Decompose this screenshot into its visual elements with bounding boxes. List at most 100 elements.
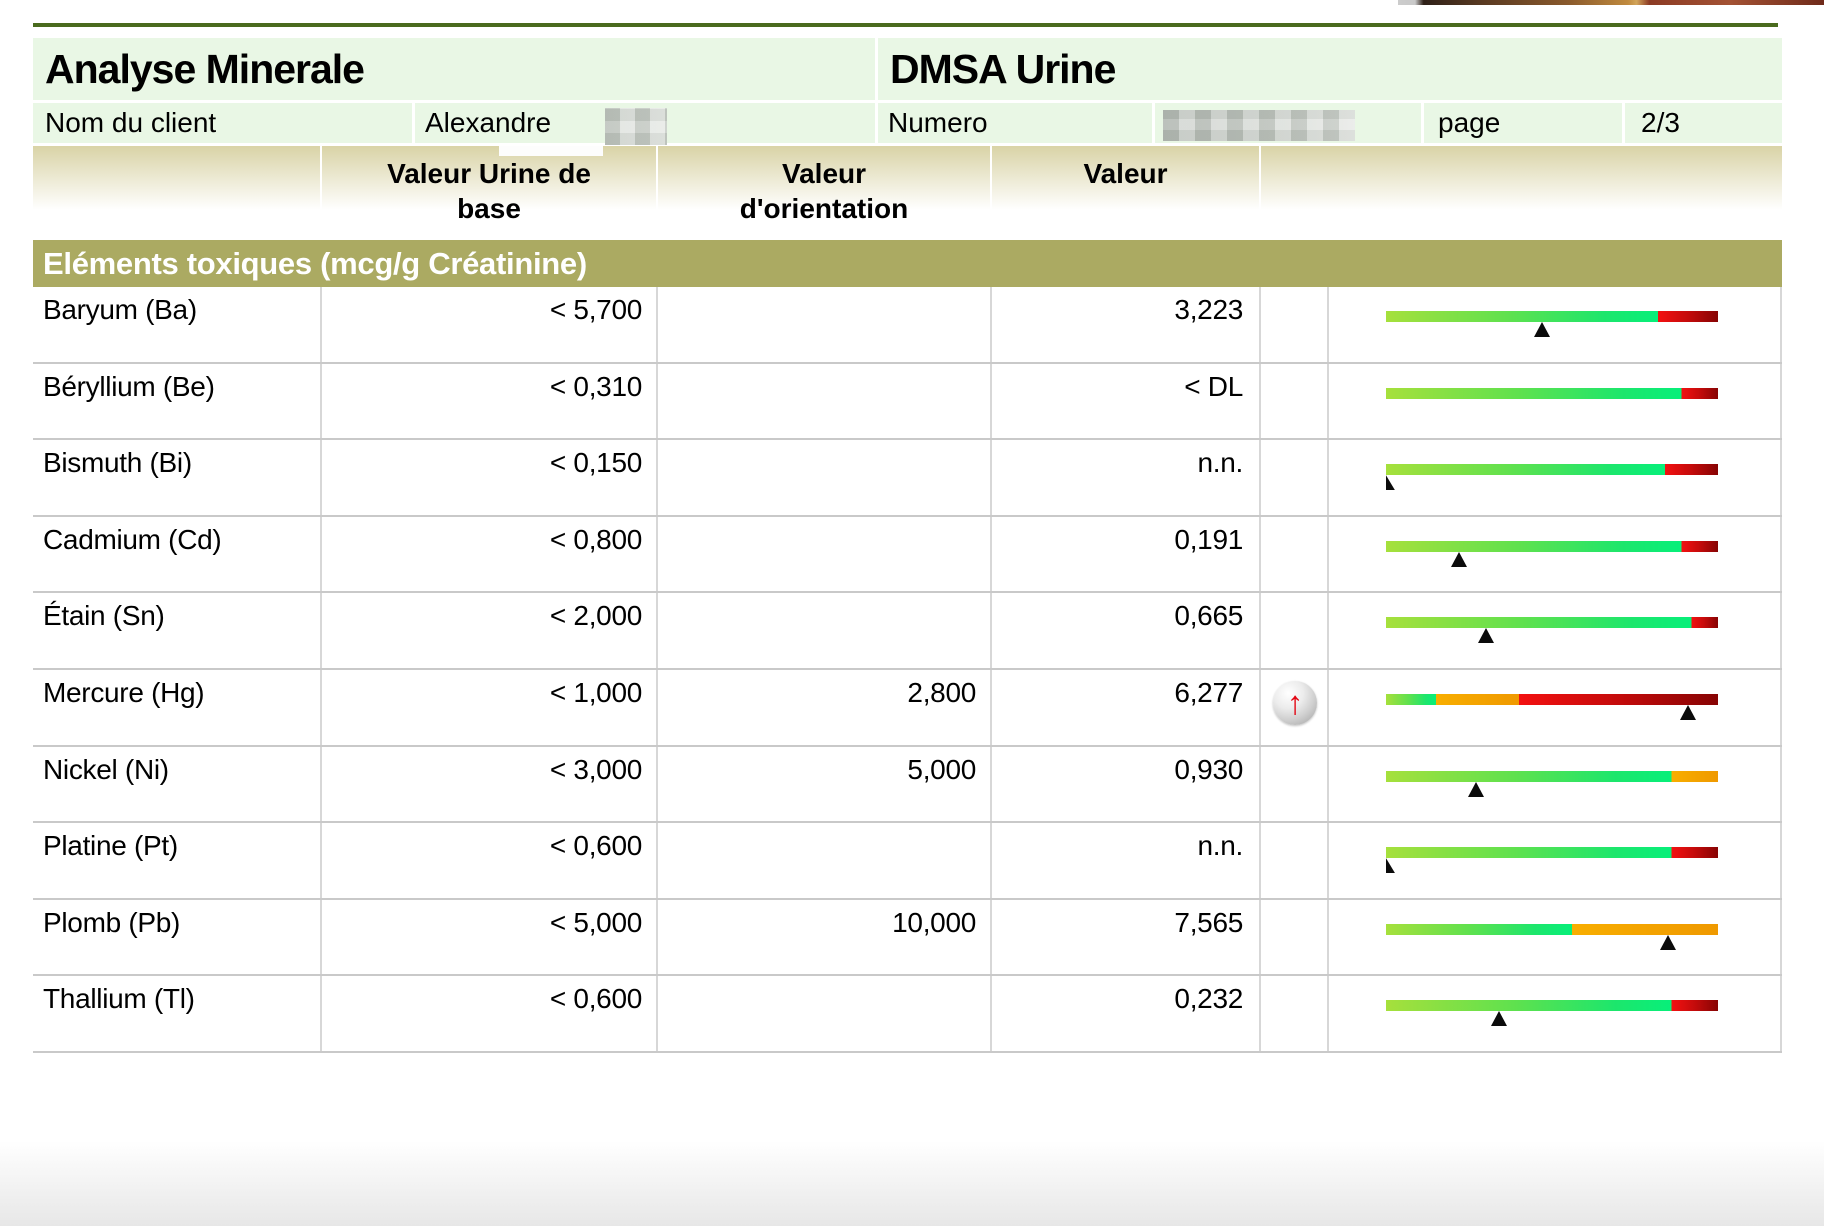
- orientation-value-cell: [658, 593, 992, 668]
- orientation-value-cell: 5,000: [658, 746, 992, 822]
- base-value-cell: < 0,150: [322, 440, 658, 515]
- section-header: Eléments toxiques (mcg/g Créatinine): [33, 240, 1782, 287]
- range-bar-cell: [1329, 516, 1782, 592]
- reference-range-bar: [1386, 387, 1718, 399]
- measured-value-cell: 0,191: [992, 516, 1261, 592]
- table-row: Béryllium (Be) < 0,310 < DL: [33, 363, 1782, 441]
- base-value-cell: < 1,000: [322, 669, 658, 745]
- base-value-cell: < 0,600: [322, 823, 658, 898]
- base-value-cell: < 2,000: [322, 593, 658, 668]
- measured-value-cell: 6,277: [992, 669, 1261, 745]
- reference-range-bar: [1386, 311, 1718, 322]
- range-bar-cell: [1329, 440, 1782, 515]
- flag-cell: [1261, 516, 1329, 592]
- orientation-value-cell: [658, 976, 992, 1051]
- orientation-value-cell: [658, 440, 992, 515]
- element-name-cell: Thallium (Tl): [33, 976, 322, 1051]
- numero-label: Numero: [878, 103, 1155, 143]
- redaction-artifact: [499, 146, 603, 156]
- result-marker-triangle: [1477, 628, 1494, 644]
- flag-cell: ↑: [1261, 669, 1329, 745]
- table-row: Cadmium (Cd) < 0,800 0,191: [33, 516, 1782, 594]
- flag-cell: [1261, 440, 1329, 515]
- column-header-element: [33, 146, 322, 240]
- top-divider-rule: [33, 23, 1778, 27]
- page-label: page: [1424, 103, 1625, 143]
- flag-cell: [1261, 746, 1329, 822]
- element-name-cell: Nickel (Ni): [33, 746, 322, 822]
- measured-value-cell: 0,665: [992, 593, 1261, 668]
- result-marker-triangle: [1680, 704, 1697, 720]
- flag-cell: [1261, 823, 1329, 898]
- measured-value-cell: n.n.: [992, 823, 1261, 898]
- result-marker-triangle: [1660, 934, 1677, 950]
- column-header-orientation: Valeur d'orientation: [658, 146, 992, 240]
- element-name-cell: Plomb (Pb): [33, 899, 322, 975]
- measured-value-cell: < DL: [992, 363, 1261, 439]
- table-row: Bismuth (Bi) < 0,150 n.n.: [33, 440, 1782, 517]
- reference-range-bar: [1386, 464, 1718, 476]
- reference-range-bar: [1386, 847, 1718, 859]
- base-value-cell: < 0,600: [322, 976, 658, 1051]
- range-bar-cell: [1329, 669, 1782, 745]
- reference-range-bar: [1386, 617, 1718, 629]
- range-bar-cell: [1329, 976, 1782, 1051]
- base-value-cell: < 0,310: [322, 363, 658, 439]
- measured-value-cell: 7,565: [992, 899, 1261, 975]
- table-row: Thallium (Tl) < 0,600 0,232: [33, 976, 1782, 1053]
- base-value-cell: < 5,700: [322, 287, 658, 362]
- element-name-cell: Baryum (Ba): [33, 287, 322, 362]
- client-name-label: Nom du client: [33, 103, 415, 143]
- table-row: Plomb (Pb) < 5,000 10,000 7,565: [33, 899, 1782, 977]
- flag-cell: [1261, 287, 1329, 362]
- flag-cell: [1261, 593, 1329, 668]
- element-name-cell: Étain (Sn): [33, 593, 322, 668]
- result-marker-triangle: [1451, 551, 1468, 567]
- result-marker-triangle: [1386, 858, 1395, 874]
- report-title: Analyse Minerale: [33, 38, 878, 100]
- range-bar-cell: [1329, 899, 1782, 975]
- result-marker-triangle: [1386, 475, 1395, 491]
- range-bar-cell: [1329, 363, 1782, 439]
- redacted-surname: [605, 108, 667, 145]
- table-row: Platine (Pt) < 0,600 n.n.: [33, 823, 1782, 900]
- client-info-row: Nom du client Alexandre Numero page 2/3: [33, 103, 1782, 143]
- range-bar-cell: [1329, 823, 1782, 898]
- reference-range-bar: [1386, 540, 1718, 552]
- base-value-cell: < 0,800: [322, 516, 658, 592]
- reference-range-bar: [1386, 1000, 1718, 1012]
- reference-range-bar: [1386, 770, 1718, 782]
- page-number: 2/3: [1625, 103, 1782, 143]
- column-header-base: Valeur Urine de base: [322, 146, 658, 240]
- measured-value-cell: n.n.: [992, 440, 1261, 515]
- report-sheet: Analyse Minerale DMSA Urine Nom du clien…: [33, 38, 1782, 1053]
- page-bottom-fade: [0, 1141, 1824, 1226]
- measured-value-cell: 0,930: [992, 746, 1261, 822]
- elevated-up-arrow-icon: ↑: [1273, 680, 1317, 725]
- report-subtitle: DMSA Urine: [878, 38, 1782, 100]
- range-bar-cell: [1329, 746, 1782, 822]
- orientation-value-cell: [658, 823, 992, 898]
- column-header-range: [1261, 146, 1782, 240]
- reference-range-bar: [1386, 693, 1718, 705]
- column-header-value: Valeur: [992, 146, 1261, 240]
- result-marker-triangle: [1534, 322, 1551, 337]
- title-row: Analyse Minerale DMSA Urine: [33, 38, 1782, 100]
- element-name-cell: Béryllium (Be): [33, 363, 322, 439]
- base-value-cell: < 5,000: [322, 899, 658, 975]
- range-bar-cell: [1329, 593, 1782, 668]
- orientation-value-cell: 10,000: [658, 899, 992, 975]
- element-name-cell: Cadmium (Cd): [33, 516, 322, 592]
- reference-range-bar: [1386, 923, 1718, 935]
- table-row: Nickel (Ni) < 3,000 5,000 0,930: [33, 746, 1782, 824]
- results-table-body: Baryum (Ba) < 5,700 3,223 Béryllium (Be) < 0…: [33, 287, 1782, 1053]
- flag-cell: [1261, 976, 1329, 1051]
- flag-cell: [1261, 899, 1329, 975]
- orientation-value-cell: 2,800: [658, 669, 992, 745]
- table-row: Mercure (Hg) < 1,000 2,800 6,277 ↑: [33, 669, 1782, 747]
- flag-cell: [1261, 363, 1329, 439]
- redacted-number: [1163, 110, 1355, 141]
- orientation-value-cell: [658, 363, 992, 439]
- element-name-cell: Platine (Pt): [33, 823, 322, 898]
